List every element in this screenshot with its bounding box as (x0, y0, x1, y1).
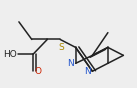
Text: N: N (68, 59, 74, 68)
Text: HO: HO (3, 50, 17, 59)
Text: S: S (58, 43, 64, 52)
Text: N: N (84, 67, 91, 76)
Text: O: O (35, 67, 42, 76)
